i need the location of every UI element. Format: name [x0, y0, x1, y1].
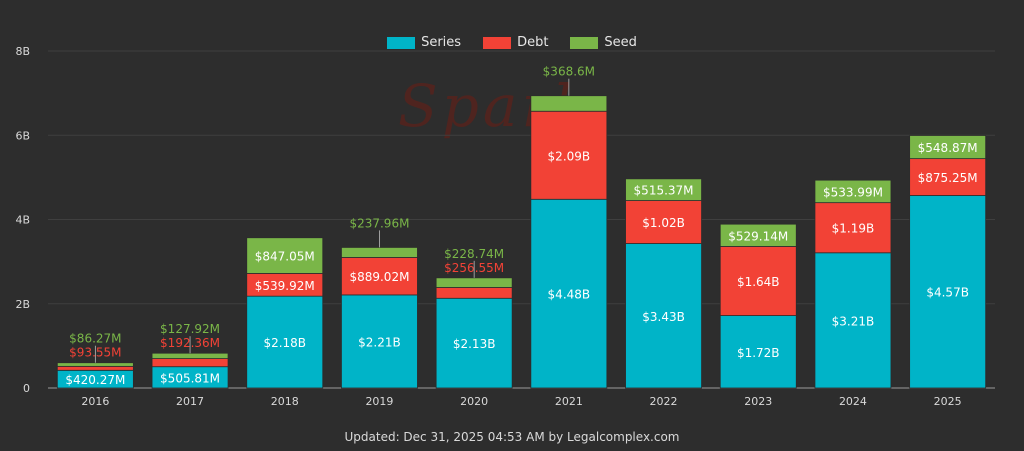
y-tick-label: 4B: [15, 214, 30, 227]
data-label-seed: $237.96M: [349, 216, 409, 230]
bar-seed: [56, 362, 134, 367]
bar-debt: [435, 287, 513, 299]
bar-debt: [341, 257, 418, 296]
bar-seed: [719, 223, 797, 247]
data-label-series: $2.18B: [263, 336, 306, 350]
bar-seed: [909, 135, 987, 160]
legend-label-debt: Debt: [517, 35, 549, 50]
y-tick-label: 0: [23, 382, 30, 395]
data-label-seed: $529.14M: [728, 229, 788, 243]
data-label-series: $1.72B: [737, 346, 780, 360]
data-label-series: $420.27M: [65, 373, 125, 387]
data-label-series: $3.21B: [832, 314, 875, 328]
data-label-seed: $86.27M: [69, 332, 121, 346]
data-label-seed: $368.6M: [543, 65, 595, 79]
x-tick-label: 2025: [934, 395, 962, 408]
bar-seed: [530, 95, 608, 112]
y-tick-label: 2B: [15, 298, 30, 311]
x-tick-label: 2021: [555, 395, 583, 408]
bar-series: [814, 252, 892, 389]
bar-debt: [909, 158, 987, 196]
x-tick-label: 2019: [365, 395, 393, 408]
legend-item-debt[interactable]: Debt: [483, 35, 548, 50]
data-label-seed: $228.74M: [444, 247, 504, 261]
data-label-series: $4.57B: [926, 286, 969, 300]
data-label-series: $2.21B: [358, 335, 401, 349]
data-label-debt: $875.25M: [918, 171, 978, 185]
bar-debt: [719, 246, 797, 316]
data-label-series: $505.81M: [160, 371, 220, 385]
data-label-seed: $847.05M: [255, 250, 315, 264]
data-label-seed: $533.99M: [823, 185, 883, 199]
bar-series: [625, 243, 702, 389]
chart-legend: Series Debt Seed: [0, 35, 1024, 50]
legend-swatch-series: [387, 36, 416, 49]
bar-series: [909, 195, 987, 389]
bar-series: [530, 198, 608, 389]
bar-debt: [814, 202, 892, 254]
data-label-seed: $127.92M: [160, 322, 220, 336]
data-label-debt: $1.64B: [737, 275, 780, 289]
data-label-debt: $889.02M: [349, 270, 409, 284]
data-label-debt: $539.92M: [255, 279, 315, 293]
bar-seed: [435, 277, 513, 288]
legend-swatch-seed: [570, 36, 599, 49]
data-label-series: $2.13B: [453, 337, 496, 351]
x-tick-label: 2018: [271, 395, 299, 408]
x-tick-label: 2022: [650, 395, 678, 408]
legend-label-seed: Seed: [604, 35, 637, 50]
x-tick-label: 2023: [744, 395, 772, 408]
bar-series: [435, 297, 513, 389]
legend-label-series: Series: [421, 35, 462, 50]
x-tick-label: 2024: [839, 395, 867, 408]
bar-series: [246, 295, 324, 389]
bar-debt: [56, 365, 134, 371]
bar-series: [719, 315, 797, 389]
legend-item-seed[interactable]: Seed: [570, 35, 637, 50]
legend-item-series[interactable]: Series: [387, 35, 461, 50]
footer-updated: Updated: Dec 31, 2025 04:53 AM by Legalc…: [344, 430, 680, 444]
data-label-debt: $1.19B: [832, 222, 875, 236]
data-label-debt: $1.02B: [642, 216, 685, 230]
y-tick-label: 8B: [15, 45, 30, 58]
data-label-series: $4.48B: [548, 288, 591, 302]
bar-debt: [625, 200, 702, 244]
x-tick-label: 2017: [176, 395, 204, 408]
bar-seed: [341, 247, 418, 258]
x-tick-label: 2020: [460, 395, 488, 408]
data-label-seed: $515.37M: [634, 184, 694, 198]
x-tick-label: 2016: [81, 395, 109, 408]
bar-seed: [625, 178, 702, 201]
data-label-debt: $2.09B: [548, 149, 591, 163]
bar-seed: [814, 179, 892, 204]
data-label-seed: $548.87M: [918, 141, 978, 155]
bar-debt: [151, 358, 229, 368]
bar-seed: [151, 352, 229, 359]
bar-seed: [246, 237, 324, 274]
bar-debt: [530, 110, 608, 200]
y-tick-label: 6B: [15, 129, 30, 142]
data-label-series: $3.43B: [642, 310, 685, 324]
legend-swatch-debt: [483, 36, 512, 49]
stacked-bar-chart: 02B4B6B8B$420.27M$93.55M$86.27M2016$505.…: [15, 45, 995, 408]
